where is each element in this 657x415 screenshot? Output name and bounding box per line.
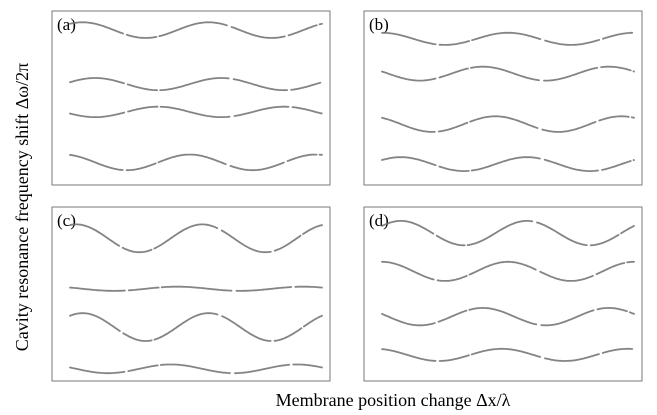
resonance-mode-line-2	[69, 285, 323, 292]
resonance-mode-line-3	[381, 115, 635, 133]
panel-frame	[51, 10, 331, 186]
resonance-mode-line-3	[381, 306, 635, 327]
panel-frame	[363, 206, 643, 382]
resonance-mode-line-1	[381, 31, 635, 46]
resonance-mode-line-3	[69, 105, 323, 118]
resonance-mode-line-2	[69, 77, 323, 92]
resonance-mode-line-4	[381, 156, 635, 172]
resonance-mode-line-3	[69, 312, 323, 342]
panel-label: (c)	[57, 211, 76, 230]
panel-a: (a)	[51, 10, 331, 186]
resonance-mode-line-2	[381, 65, 635, 82]
panel-frame	[51, 206, 331, 382]
y-axis-label: Cavity resonance frequency shift Δω/2π	[12, 63, 32, 351]
x-axis-label: Membrane position change Δx/λ	[276, 390, 511, 410]
resonance-mode-line-4	[381, 347, 635, 362]
panel-label: (a)	[57, 15, 76, 34]
resonance-mode-line-1	[69, 21, 323, 39]
resonance-mode-line-4	[69, 153, 323, 172]
resonance-mode-line-1	[69, 223, 323, 254]
panels-layer: (a) (b) (c) (d)	[51, 10, 643, 382]
panel-d: (d)	[363, 206, 643, 382]
panel-b: (b)	[363, 10, 643, 186]
panel-label: (b)	[369, 15, 389, 34]
resonance-mode-line-1	[381, 220, 635, 247]
resonance-mode-line-2	[381, 260, 635, 282]
resonance-mode-line-4	[69, 363, 323, 375]
panel-c: (c)	[51, 206, 331, 382]
panel-label: (d)	[369, 211, 389, 230]
